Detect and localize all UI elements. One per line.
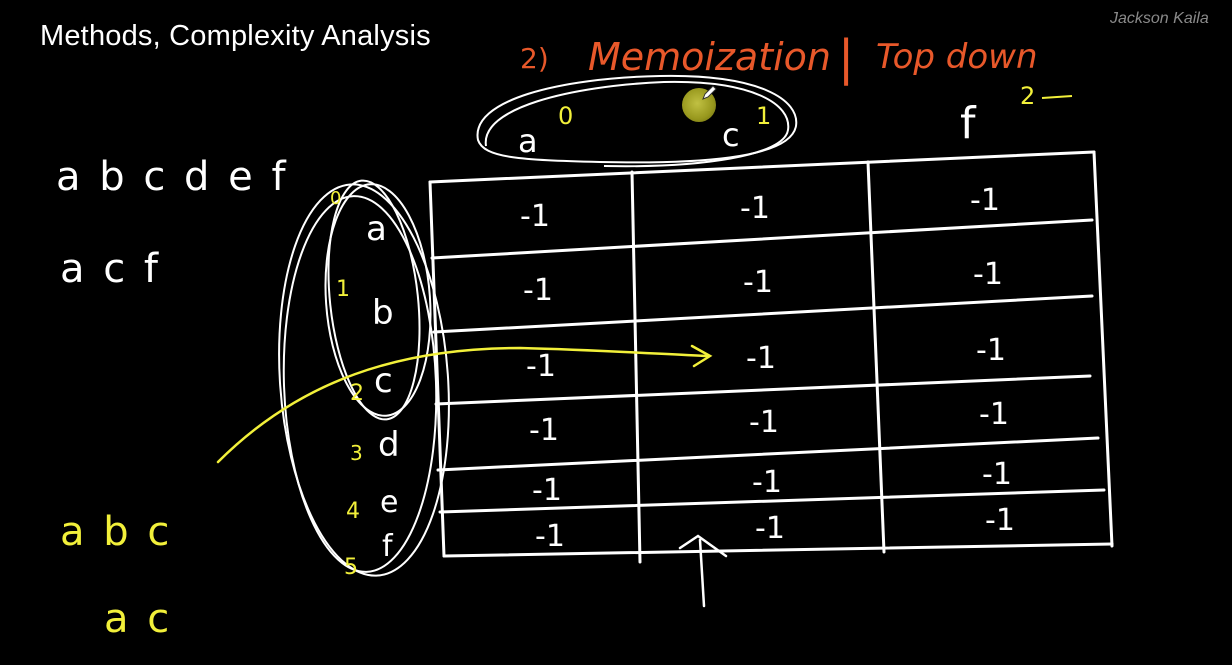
column-index-2: 2	[1020, 82, 1035, 110]
example-one: a b c	[60, 509, 172, 555]
row-letter-d: d	[378, 425, 400, 465]
author-watermark: Jackson Kaila	[1110, 10, 1209, 27]
row-letter-c: c	[374, 361, 393, 401]
row-letter-f: f	[382, 529, 394, 564]
column-letter-a: a	[518, 122, 538, 160]
memo-cell: -1	[532, 473, 562, 508]
memo-table-cells: -1 -1 -1 -1 -1 -1 -1 -1 -1 -1 -1 -1 -1 -1 -1 -1 -1 -1	[520, 183, 1015, 554]
heading-main: Memoization	[588, 35, 831, 79]
memo-cell: -1	[743, 265, 773, 300]
memo-cell: -1	[985, 503, 1015, 538]
example-strings: a b c a c	[60, 509, 172, 642]
heading-divider: |	[838, 30, 854, 86]
example-two: a c	[104, 596, 172, 642]
column-pointer-arrow	[678, 534, 728, 608]
row-index-2: 2	[350, 381, 364, 406]
column-letter-c: c	[722, 116, 740, 154]
row-headers: a 0 b 1 c 2 d 3 e 4 f 5	[330, 188, 400, 580]
row-index-4: 4	[346, 499, 360, 524]
highlight-arrow	[216, 344, 713, 464]
memo-cell: -1	[976, 333, 1006, 368]
pen-cursor-icon	[702, 85, 717, 100]
memo-cell: -1	[740, 191, 770, 226]
column-headers: a 0 c 1 f 2	[518, 82, 1073, 160]
row-index-0: 0	[330, 188, 341, 209]
string-one: a b c d e f	[56, 154, 289, 200]
memo-cell: -1	[523, 273, 553, 308]
memo-cell: -1	[752, 465, 782, 500]
input-strings: a b c d e f a c f	[56, 154, 289, 292]
column-letter-f: f	[960, 98, 977, 149]
row-letter-b: b	[372, 293, 394, 333]
row-index-1: 1	[336, 277, 350, 302]
row-letter-a: a	[366, 209, 387, 249]
memo-cell: -1	[979, 397, 1009, 432]
row-letter-e: e	[380, 485, 398, 520]
column-index-0: 0	[558, 102, 573, 130]
memo-cell: -1	[520, 199, 550, 234]
slide-title: Methods, Complexity Analysis	[40, 20, 431, 52]
memo-cell: -1	[749, 405, 779, 440]
memo-cell: -1	[755, 511, 785, 546]
heading-sub: Top down	[876, 37, 1038, 77]
memo-cell: -1	[529, 413, 559, 448]
memo-cell: -1	[982, 457, 1012, 492]
memoization-heading: 2) Memoization | Top down	[520, 30, 1038, 86]
column-index-1: 1	[756, 102, 771, 130]
column-index-underline	[1041, 95, 1073, 99]
memo-table-grid	[428, 150, 1114, 564]
row-index-3: 3	[350, 441, 363, 465]
column-header-loop	[476, 74, 798, 168]
memo-cell: -1	[746, 341, 776, 376]
string-two: a c f	[60, 246, 161, 292]
row-header-loops	[278, 179, 450, 577]
heading-number: 2)	[520, 42, 549, 75]
row-index-5: 5	[344, 555, 358, 580]
memo-cell: -1	[973, 257, 1003, 292]
memo-cell: -1	[535, 519, 565, 554]
memo-cell: -1	[526, 349, 556, 384]
memo-cell: -1	[970, 183, 1000, 218]
